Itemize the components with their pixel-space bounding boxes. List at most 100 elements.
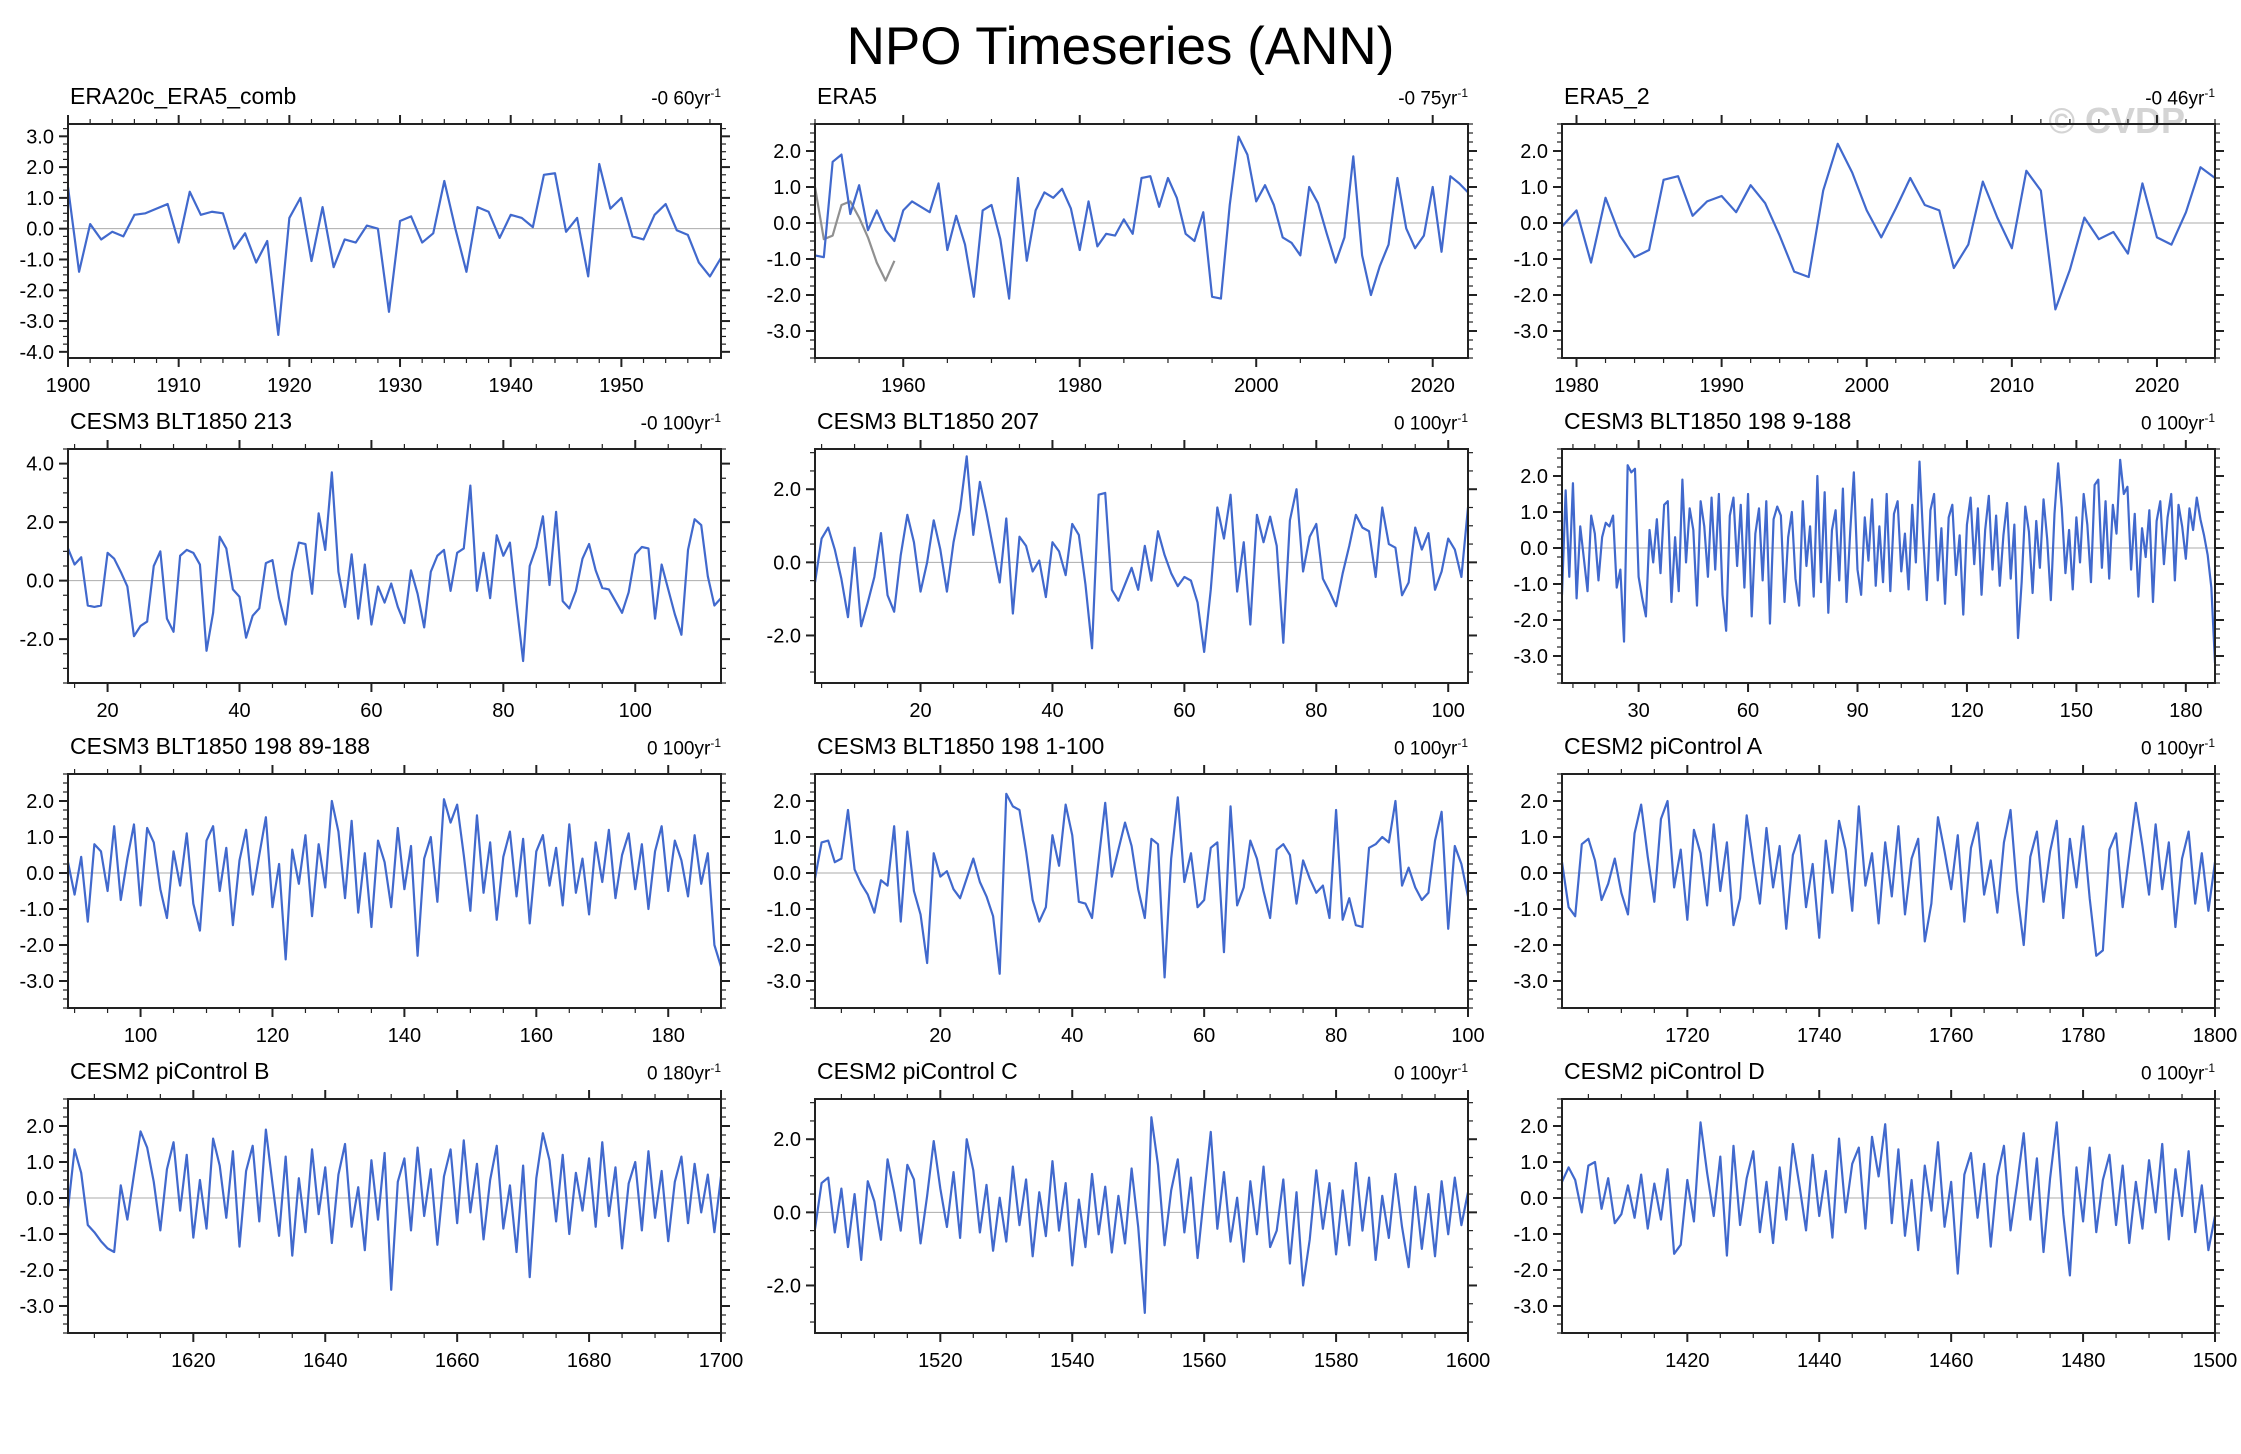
cvdp-watermark: © CVDP [2048,100,2185,141]
svg-text:1460: 1460 [1929,1350,1974,1372]
svg-text:1800: 1800 [2193,1025,2238,1047]
panel-trend: 0 100yr-1 [2140,735,2215,759]
chart-panel-cesm3-blt1850-198-89-188: CESM3 BLT1850 198 89-188 0 100yr-1 100 12… [0,733,747,1058]
svg-text:0.0: 0.0 [26,1188,54,1210]
chart-panel-cesm2-picontrol-c: CESM2 piControl C 0 100yr-1 1520 1540 1560… [747,1058,1494,1383]
svg-text:1720: 1720 [1665,1025,1710,1047]
chart-panel-cesm3-blt1850-207: CESM3 BLT1850 207 0 100yr-1 20 40 60 80 100 2… [747,408,1494,733]
svg-text:-2.0: -2.0 [20,629,54,651]
svg-text:80: 80 [1305,700,1327,722]
svg-text:-1.0: -1.0 [20,899,54,921]
svg-text:-2.0: -2.0 [767,625,801,647]
svg-text:0.0: 0.0 [1520,863,1548,885]
svg-text:-3.0: -3.0 [1514,321,1548,343]
svg-text:1.0: 1.0 [773,177,801,199]
svg-text:-1.0: -1.0 [1514,574,1548,596]
svg-text:-3.0: -3.0 [20,1296,54,1318]
svg-text:40: 40 [1041,700,1063,722]
panel-title: CESM2 piControl C [817,1058,1018,1084]
timeseries-plot: 1520 1540 1560 1580 1600 2.0 0.0 -2.0 [767,1090,1490,1372]
svg-text:2.0: 2.0 [26,512,54,534]
svg-text:2.0: 2.0 [1520,466,1548,488]
timeseries-plot: 1960 1980 2000 2020 2.0 1.0 0.0 -1.0 -2.0 -3.0 [767,115,1477,397]
svg-text:1.0: 1.0 [1520,1152,1548,1174]
panel-trend: -0 46yr-1 [2145,85,2215,109]
svg-text:100: 100 [1432,700,1465,722]
svg-text:100: 100 [619,700,652,722]
svg-text:120: 120 [256,1025,289,1047]
svg-text:2.0: 2.0 [773,141,801,163]
svg-text:-3.0: -3.0 [20,971,54,993]
panel-trend: 0 100yr-1 [646,735,721,759]
svg-text:30: 30 [1627,700,1649,722]
svg-text:1660: 1660 [435,1350,480,1372]
svg-text:0.0: 0.0 [26,863,54,885]
svg-text:-2.0: -2.0 [20,1260,54,1282]
svg-text:160: 160 [520,1025,553,1047]
svg-text:1980: 1980 [1057,375,1102,397]
panel-title: ERA5 [817,83,878,109]
svg-text:-3.0: -3.0 [767,971,801,993]
svg-text:-1.0: -1.0 [20,249,54,271]
svg-text:1480: 1480 [2061,1350,2106,1372]
panel-trend: -0 60yr-1 [651,85,721,109]
svg-text:140: 140 [388,1025,421,1047]
svg-text:180: 180 [652,1025,685,1047]
svg-text:1440: 1440 [1797,1350,1842,1372]
svg-text:80: 80 [492,700,514,722]
svg-text:1640: 1640 [303,1350,348,1372]
panel-trend: 0 100yr-1 [2140,410,2215,434]
svg-text:1500: 1500 [2193,1350,2238,1372]
svg-text:20: 20 [909,700,931,722]
svg-text:1760: 1760 [1929,1025,1974,1047]
timeseries-plot: 20 40 60 80 100 2.0 1.0 0.0 -1.0 -2.0 -3.0 [767,765,1485,1047]
svg-text:1.0: 1.0 [773,827,801,849]
panel-title: CESM2 piControl A [1564,733,1763,759]
svg-text:0.0: 0.0 [773,552,801,574]
svg-text:-3.0: -3.0 [1514,971,1548,993]
svg-text:0.0: 0.0 [1520,538,1548,560]
svg-text:2.0: 2.0 [1520,1116,1548,1138]
svg-text:40: 40 [228,700,250,722]
timeseries-plot: 30 60 90 120 150 180 2.0 1.0 0.0 -1.0 -2.0 -3.0 [1514,440,2224,722]
chart-panel-cesm2-picontrol-d: CESM2 piControl D 0 100yr-1 1420 1440 1460… [1494,1058,2241,1383]
page-title: NPO Timeseries (ANN) [846,17,1395,76]
svg-text:2.0: 2.0 [26,791,54,813]
chart-panel-cesm3-blt1850-198-9-188: CESM3 BLT1850 198 9-188 0 100yr-1 30 60 90… [1494,408,2241,733]
svg-text:120: 120 [1950,700,1983,722]
panel-title: CESM3 BLT1850 198 9-188 [1564,408,1852,434]
timeseries-plot: 20 40 60 80 100 2.0 0.0 -2.0 [767,440,1477,722]
svg-text:-2.0: -2.0 [1514,935,1548,957]
svg-text:2020: 2020 [2135,375,2180,397]
svg-text:1.0: 1.0 [1520,502,1548,524]
panel-trend: -0 100yr-1 [640,410,721,434]
svg-text:2020: 2020 [1410,375,1455,397]
svg-text:0.0: 0.0 [773,213,801,235]
svg-text:-1.0: -1.0 [767,899,801,921]
panel-title: CESM2 piControl B [70,1058,270,1084]
svg-text:-2.0: -2.0 [1514,285,1548,307]
svg-text:100: 100 [124,1025,157,1047]
svg-text:1780: 1780 [2061,1025,2106,1047]
svg-text:1930: 1930 [378,375,423,397]
panel-trend: 0 100yr-1 [2140,1060,2215,1084]
svg-text:1.0: 1.0 [26,1152,54,1174]
panel-trend: 0 100yr-1 [1393,735,1468,759]
svg-text:1580: 1580 [1314,1350,1359,1372]
svg-text:60: 60 [360,700,382,722]
svg-text:1980: 1980 [1554,375,1599,397]
svg-text:150: 150 [2060,700,2093,722]
svg-text:2010: 2010 [1990,375,2035,397]
svg-text:0.0: 0.0 [26,219,54,241]
svg-text:1920: 1920 [267,375,312,397]
timeseries-plot: 1420 1440 1460 1480 1500 2.0 1.0 0.0 -1.0 -2.0 -3.… [1514,1090,2238,1372]
svg-text:180: 180 [2169,700,2202,722]
panel-trend: 0 100yr-1 [1393,1060,1468,1084]
svg-text:1740: 1740 [1797,1025,1842,1047]
svg-text:0.0: 0.0 [1520,213,1548,235]
svg-text:1520: 1520 [918,1350,963,1372]
panel-title: CESM3 BLT1850 213 [70,408,293,434]
svg-text:1910: 1910 [156,375,201,397]
svg-text:2.0: 2.0 [773,1129,801,1151]
chart-panel-cesm3-blt1850-213: CESM3 BLT1850 213 -0 100yr-1 20 40 60 80 100… [0,408,747,733]
